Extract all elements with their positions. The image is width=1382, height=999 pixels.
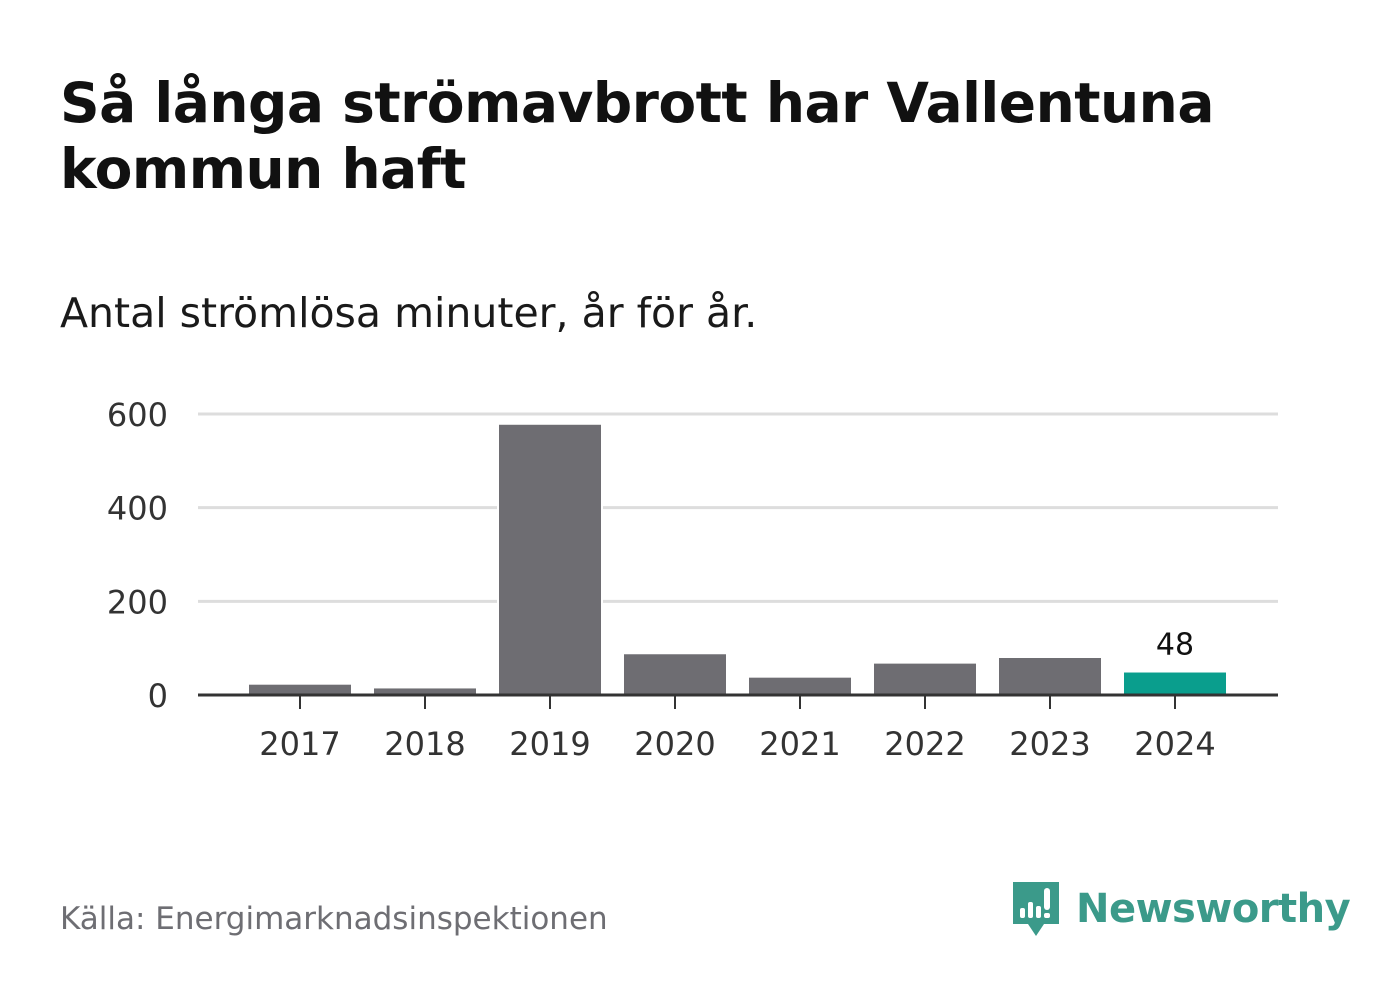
chart-title: Så långa strömavbrott har Vallentuna kom… [60,71,1214,201]
bar-2020 [622,652,728,698]
data-label-2024: 48 [1156,628,1194,663]
x-tick-label-2022: 2022 [884,725,965,763]
bar-2024 [1122,670,1228,698]
y-tick-label-400: 400 [107,490,168,528]
x-tick-label-2018: 2018 [384,725,465,763]
x-tick-label-2021: 2021 [759,725,840,763]
x-tick-label-2017: 2017 [259,725,340,763]
chart-subtitle: Antal strömlösa minuter, år för år. [60,289,758,337]
y-tick-label-600: 600 [107,396,168,434]
x-tick-label-2019: 2019 [509,725,590,763]
source-note: Källa: Energimarknadsinspektionen [60,901,608,937]
bar-2021 [747,675,853,698]
bar-2022 [872,661,978,697]
newsworthy-logo-icon [1013,882,1059,936]
y-tick-label-0: 0 [148,677,168,715]
bar-2017 [247,682,353,697]
brand-logo: Newsworthy [1010,878,1351,940]
y-tick-label-200: 200 [107,583,168,621]
x-tick-label-2024: 2024 [1134,725,1215,763]
brand-name: Newsworthy [1076,886,1351,932]
x-tick-label-2020: 2020 [634,725,715,763]
bar-2023 [997,656,1103,697]
bar-2019 [497,422,603,697]
x-tick-label-2023: 2023 [1009,725,1090,763]
